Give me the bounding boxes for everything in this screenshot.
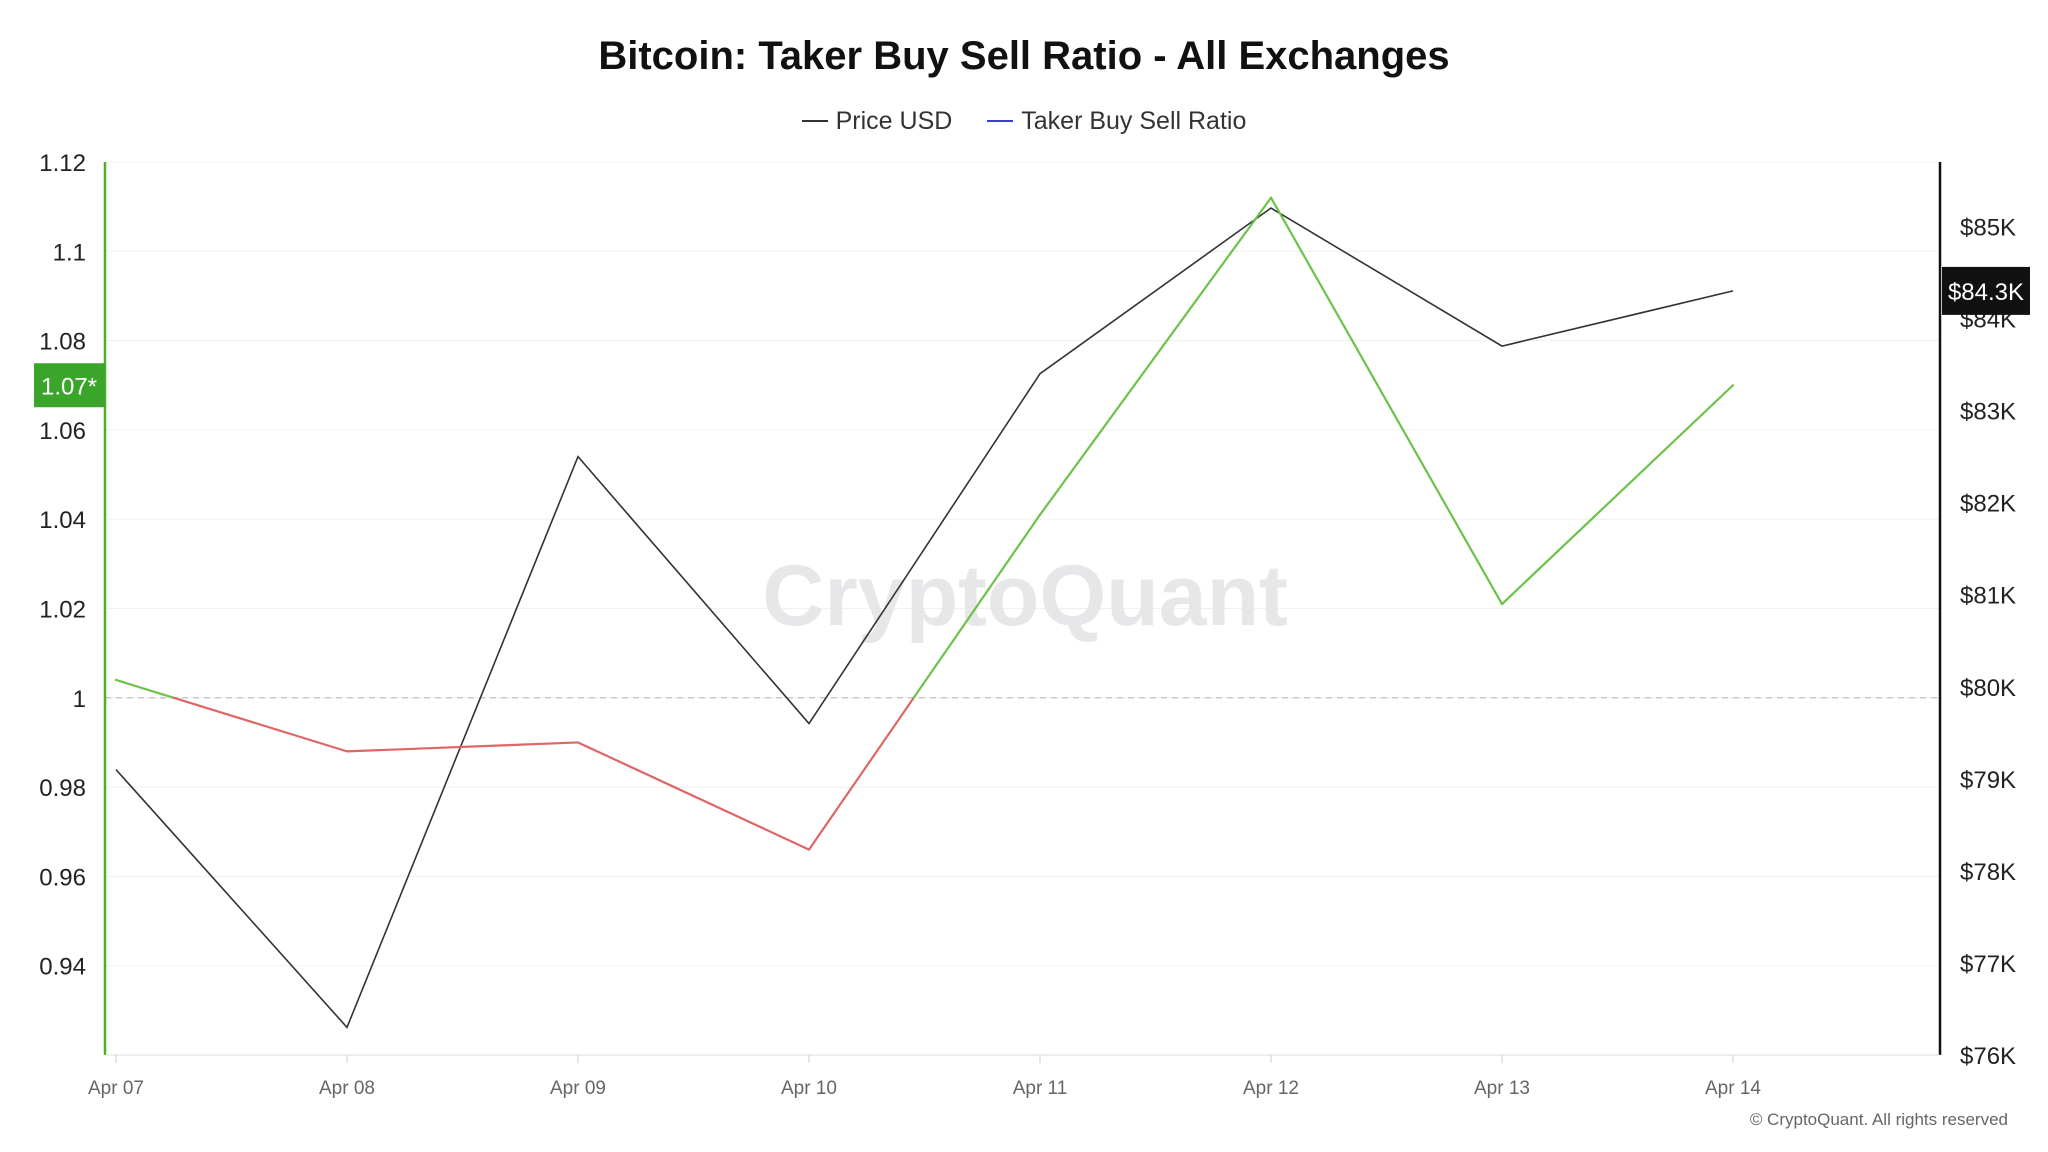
current-price-badge-label: $84.3K: [1948, 279, 2024, 306]
watermark: CryptoQuant: [762, 548, 1288, 644]
y-right-tick-label-2: $83K: [1960, 399, 2016, 426]
y-left-tick-label-0: 1.12: [39, 150, 86, 177]
y-left-tick-label-8: 0.96: [39, 864, 86, 891]
legend-swatch-price: [801, 120, 828, 122]
series-price-line: [115, 207, 1734, 1029]
series-ratio-segment-0-0: [114, 678, 175, 699]
y-left-tick-label-7: 0.98: [39, 775, 86, 802]
series-ratio-segment-5-0: [1269, 196, 1504, 606]
x-tick-label-6: Apr 13: [1474, 1078, 1530, 1099]
y-right-tick-label-5: $80K: [1960, 675, 2016, 702]
legend-label-price: Price USD: [835, 106, 953, 135]
x-tick-label-7: Apr 14: [1705, 1078, 1761, 1099]
y-left-tick-label-3: 1.06: [39, 418, 86, 445]
y-left-tick-label-6: 1: [73, 686, 86, 713]
y-right-tick-label-9: $76K: [1960, 1043, 2016, 1070]
current-price-badge: [1942, 266, 2030, 315]
y-right-tick-label-4: $81K: [1960, 583, 2016, 610]
copyright-notice: © CryptoQuant. All rights reserved: [1749, 1110, 2008, 1129]
series-ratio-segment-3-0: [807, 696, 915, 851]
series-ratio-segment-0-1: [172, 696, 349, 753]
legend-label-ratio: Taker Buy Sell Ratio: [1021, 106, 1247, 135]
legend-swatch-ratio: [987, 120, 1014, 122]
legend-item-ratio[interactable]: Taker Buy Sell Ratio: [987, 107, 1246, 136]
y-left-tick-label-4: 1.04: [39, 507, 86, 534]
series-ratio-segment-6-0: [1500, 384, 1735, 606]
x-tick-label-3: Apr 10: [781, 1078, 837, 1099]
legend: Price USD Taker Buy Sell Ratio: [0, 100, 2048, 136]
legend-item-price[interactable]: Price USD: [801, 106, 953, 136]
y-left-tick-label-5: 1.02: [39, 597, 86, 624]
x-tick-label-4: Apr 11: [1013, 1078, 1068, 1099]
series-ratio-segment-1-0: [345, 741, 580, 753]
series-ratio-segment-3-1: [912, 513, 1042, 699]
current-ratio-badge: [34, 363, 105, 408]
current-ratio-badge-label: 1.07*: [41, 373, 97, 400]
y-right-tick-label-7: $78K: [1960, 859, 2016, 886]
y-right-tick-label-8: $77K: [1960, 951, 2016, 978]
x-tick-label-1: Apr 08: [319, 1078, 375, 1099]
x-tick-label-0: Apr 07: [88, 1078, 144, 1099]
series-ratio-segment-4-0: [1038, 196, 1273, 516]
y-left-tick-label-2: 1.08: [39, 329, 86, 356]
y-right-tick-label-0: $85K: [1960, 214, 2016, 241]
y-right-tick-label-6: $79K: [1960, 767, 2016, 794]
series-ratio-segment-2-0: [576, 741, 811, 851]
x-tick-label-5: Apr 12: [1243, 1078, 1299, 1099]
x-tick-label-2: Apr 09: [550, 1078, 606, 1099]
y-right-tick-label-3: $82K: [1960, 491, 2016, 518]
chart-title: Bitcoin: Taker Buy Sell Ratio - All Exch…: [598, 34, 1450, 78]
y-left-tick-label-1: 1.1: [53, 239, 86, 266]
y-left-tick-label-9: 0.94: [39, 954, 86, 981]
